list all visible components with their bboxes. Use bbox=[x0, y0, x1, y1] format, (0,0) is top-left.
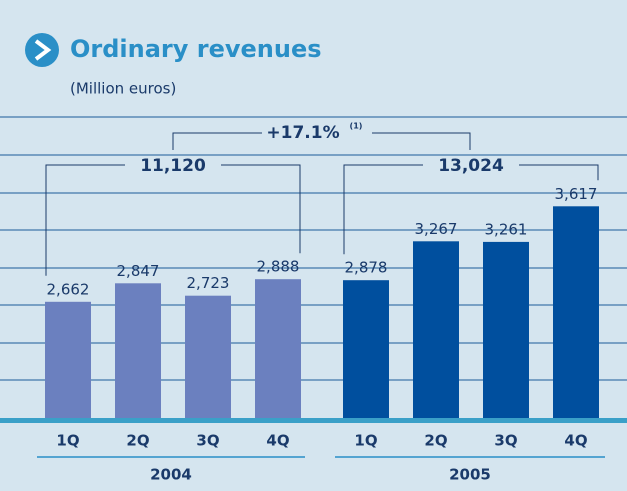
group-total: 13,024 bbox=[438, 156, 504, 176]
bracket bbox=[45, 164, 301, 276]
bar bbox=[483, 241, 529, 418]
x-tick-label: 2Q bbox=[126, 432, 149, 450]
value-label: 2,888 bbox=[257, 258, 300, 276]
bracket bbox=[343, 164, 599, 255]
value-label: 2,878 bbox=[345, 259, 388, 277]
value-label: 2,723 bbox=[187, 274, 230, 292]
bar bbox=[343, 280, 389, 418]
bar bbox=[255, 279, 301, 418]
title-icon bbox=[25, 33, 59, 67]
group-total: 11,120 bbox=[140, 156, 206, 176]
bar bbox=[115, 283, 161, 418]
chart-subtitle: (Million euros) bbox=[70, 80, 176, 98]
grid bbox=[0, 116, 627, 381]
growth-bracket bbox=[172, 132, 471, 150]
bar bbox=[553, 206, 599, 418]
title-icon-arrow bbox=[34, 39, 52, 61]
bar bbox=[413, 241, 459, 418]
value-label: 3,267 bbox=[415, 220, 458, 238]
x-tick-label: 4Q bbox=[564, 432, 587, 450]
x-tick-label: 2Q bbox=[424, 432, 447, 450]
x-tick-label: 1Q bbox=[354, 432, 377, 450]
x-tick-label: 1Q bbox=[56, 432, 79, 450]
chart-title: Ordinary revenues bbox=[70, 35, 322, 63]
growth-label: +17.1% bbox=[266, 123, 339, 143]
group-label: 2005 bbox=[449, 466, 491, 484]
value-label: 3,261 bbox=[485, 220, 528, 238]
x-tick-label: 3Q bbox=[196, 432, 219, 450]
baseline bbox=[0, 418, 627, 423]
x-tick-label: 3Q bbox=[494, 432, 517, 450]
footnote-mark: (1) bbox=[350, 122, 363, 131]
value-label: 3,617 bbox=[555, 185, 598, 203]
bar bbox=[185, 295, 231, 418]
value-label: 2,662 bbox=[47, 280, 90, 298]
x-tick-label: 4Q bbox=[266, 432, 289, 450]
value-label: 2,847 bbox=[117, 262, 160, 280]
bar bbox=[45, 301, 91, 418]
group-label: 2004 bbox=[150, 466, 192, 484]
